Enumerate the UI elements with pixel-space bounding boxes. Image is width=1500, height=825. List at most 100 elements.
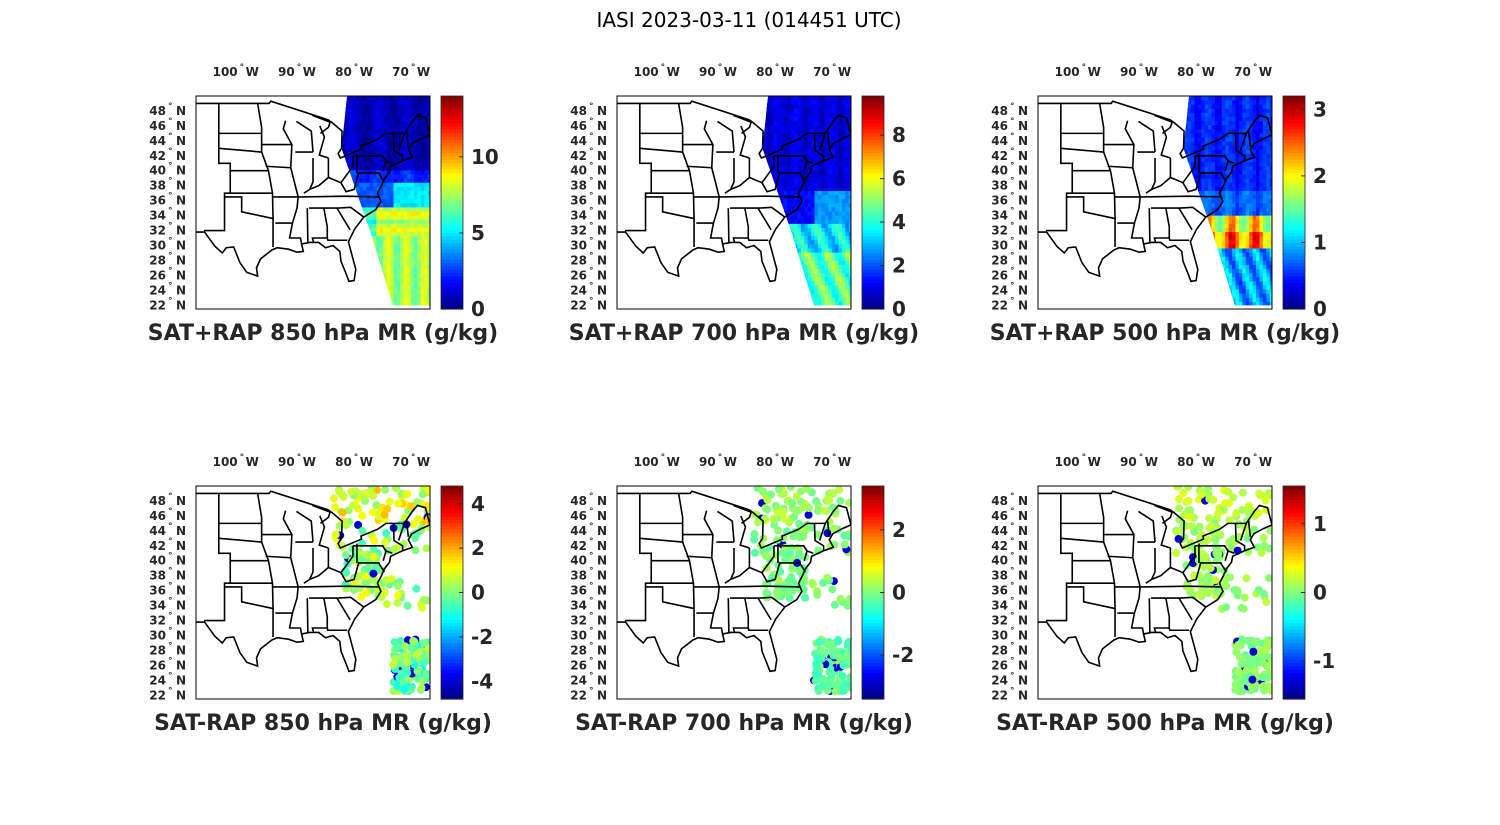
swath-cell [783, 177, 789, 183]
swath-cell [420, 111, 426, 117]
swath-cell [379, 247, 385, 253]
swath-cell [414, 189, 419, 196]
swath-cell [400, 132, 405, 138]
swath-cell [366, 96, 371, 101]
swath-cell [390, 239, 395, 245]
swath-cell [1214, 173, 1220, 179]
swath-cell [1187, 156, 1193, 163]
swath-cell [845, 165, 850, 171]
swath-cell [1214, 222, 1220, 228]
lat-tick-label: 40 ° N [149, 162, 186, 178]
swath-cell [797, 177, 802, 183]
swath-cell [1269, 181, 1272, 187]
swath-cell [383, 230, 388, 237]
swath-cell [1225, 239, 1230, 245]
swath-cell [383, 198, 388, 204]
swath-cell [1232, 272, 1237, 278]
swath-cell [838, 161, 843, 167]
state-border [1168, 237, 1190, 242]
swath-cell [824, 259, 830, 265]
swath-cell [427, 235, 430, 241]
swath-cell [1273, 153, 1278, 158]
swath-cell [1266, 276, 1271, 282]
swath-cell [417, 181, 422, 187]
swath-cell [804, 165, 809, 171]
swath-cell [372, 132, 378, 138]
swath-cell [431, 301, 436, 306]
swath-cell [1262, 185, 1268, 191]
swath-cell [1238, 239, 1244, 245]
swath-cell [1211, 156, 1217, 163]
state-border [703, 120, 720, 224]
swath-cell [414, 136, 419, 142]
swath-cell [787, 132, 792, 138]
swath-cell [797, 140, 802, 146]
swath-cell [386, 267, 392, 274]
swath-cell [407, 140, 412, 146]
swath-cell [793, 235, 799, 241]
swath-cell [403, 152, 409, 159]
swath-cell [1225, 218, 1230, 224]
swath-cell [1194, 128, 1199, 134]
swath-cell [1238, 272, 1244, 278]
panel-sat-rap-sum-700: 100 ° W 90 ° W 80 ° W 70 ° W48 ° N46 ° N44 ° N42 ° N40 ° N38 °… [569, 63, 919, 346]
swath-cell [773, 165, 778, 171]
swath-cell [824, 296, 830, 302]
swath-cell [407, 136, 412, 142]
swath-cell [407, 132, 412, 138]
swath-cell [348, 96, 354, 101]
swath-cell [804, 107, 809, 113]
swath-cell [372, 181, 378, 187]
swath-cell [848, 272, 851, 278]
swath-cell [1266, 226, 1271, 233]
swath-cell [1204, 181, 1210, 187]
swath-cell [407, 128, 412, 134]
swath-cell [414, 111, 419, 117]
swath-cell [1228, 206, 1234, 212]
swath-cell [414, 140, 419, 146]
swath-cell [369, 202, 375, 208]
swath-cell [776, 177, 782, 183]
swath-cell [845, 103, 850, 109]
colorbar-step [862, 112, 884, 117]
swath-cell [369, 189, 375, 196]
swath-cell [342, 119, 347, 126]
swath-cell [1211, 173, 1217, 179]
swath-cell [1235, 292, 1241, 298]
swath-cell [431, 247, 436, 252]
swath-cell [427, 107, 430, 113]
colorbar-step [1283, 285, 1305, 290]
swath-cell [793, 132, 799, 138]
colorbar-step [441, 282, 463, 287]
swath-cell [369, 148, 375, 154]
swath-cell [824, 284, 830, 290]
swath-cell [817, 284, 823, 290]
swath-cell [1242, 206, 1247, 212]
swath-cell [824, 222, 830, 228]
swath-cell [814, 276, 820, 282]
colorbar-step [441, 242, 463, 247]
swath-cell [1238, 259, 1244, 265]
swath-cell [824, 288, 830, 294]
state-border [1223, 155, 1229, 171]
swath-cell [845, 161, 850, 167]
swath-cell [1214, 99, 1220, 105]
colorbar-step [441, 112, 463, 117]
swath-cell [828, 173, 833, 179]
swath-cell [400, 128, 405, 134]
swath-cell [811, 173, 816, 179]
swath-cell [780, 173, 785, 179]
swath-cell [835, 272, 840, 278]
swath-cell [814, 144, 820, 150]
swath-cell [1218, 235, 1223, 241]
swath-cell [376, 111, 381, 117]
swath-cell [400, 119, 405, 126]
swath-cell [814, 251, 820, 257]
swath-cell [817, 222, 823, 228]
swath-cell [835, 107, 840, 113]
swath-cell [797, 124, 802, 130]
swath-cell [780, 165, 785, 171]
swath-cell [1221, 226, 1227, 233]
swath-cell [797, 251, 802, 257]
colorbar-step [441, 302, 463, 307]
